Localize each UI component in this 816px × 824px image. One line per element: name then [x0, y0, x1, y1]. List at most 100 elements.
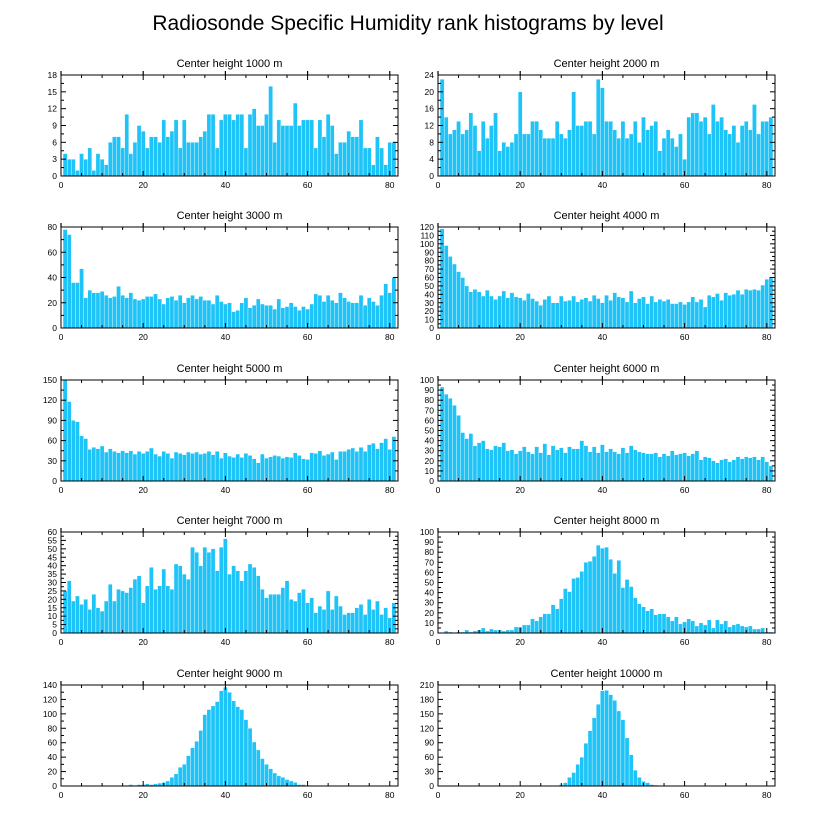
histogram-bar — [583, 445, 589, 482]
histogram-bar — [546, 613, 552, 634]
histogram-bar — [256, 462, 261, 482]
histogram-bar — [690, 620, 696, 634]
histogram-bar — [161, 451, 166, 482]
histogram-bar — [87, 289, 92, 329]
histogram-bar — [756, 628, 761, 634]
histogram-bar — [190, 295, 195, 329]
histogram-bar — [280, 587, 286, 634]
histogram-bar — [371, 164, 376, 177]
histogram-bar — [670, 137, 675, 177]
histogram-bar — [480, 627, 486, 634]
histogram-bar — [391, 436, 397, 482]
histogram-bar — [497, 295, 502, 329]
histogram-bar — [489, 295, 494, 329]
y-tick-label: 35 — [48, 569, 58, 579]
histogram-bar — [194, 552, 199, 634]
histogram-bar — [116, 589, 121, 634]
histogram-bar — [583, 562, 589, 634]
histogram-bar — [460, 432, 465, 482]
histogram-bar — [550, 445, 556, 482]
histogram-bar — [247, 728, 253, 787]
histogram-bar — [620, 587, 626, 634]
y-tick-label: 0 — [429, 476, 434, 486]
y-tick-label: 0 — [429, 323, 434, 333]
histogram-bar — [276, 775, 282, 787]
y-tick-label: 80 — [48, 723, 58, 733]
histogram-bar — [596, 544, 601, 634]
histogram-bar — [71, 158, 76, 177]
histogram-bar — [501, 442, 506, 482]
histogram-bar — [243, 719, 249, 787]
histogram-bar — [698, 622, 704, 634]
histogram-bar — [383, 283, 388, 329]
histogram-bar — [91, 292, 97, 329]
histogram-bar — [247, 563, 253, 634]
histogram-bar — [509, 142, 515, 177]
histogram-bar — [239, 457, 245, 482]
histogram-bar — [264, 305, 269, 329]
x-tick-label: 40 — [221, 790, 231, 800]
histogram-bar — [297, 125, 302, 177]
histogram-bar — [559, 133, 564, 177]
x-tick-label: 60 — [303, 332, 313, 342]
y-tick-label: 100 — [420, 375, 434, 385]
histogram-bar — [649, 295, 654, 329]
histogram-bar — [468, 291, 474, 329]
histogram-bar — [83, 599, 88, 634]
histogram-bar — [604, 295, 609, 329]
histogram-bar — [198, 730, 203, 787]
y-tick-label: 140 — [43, 680, 57, 690]
histogram-bar — [284, 306, 290, 329]
x-tick-label: 20 — [515, 790, 525, 800]
histogram-bar — [317, 450, 323, 482]
histogram-bar — [136, 125, 142, 177]
histogram-bar — [177, 767, 183, 787]
histogram-bar — [616, 710, 622, 787]
histogram-bar — [448, 398, 453, 482]
histogram-bar — [173, 563, 179, 634]
histogram-bar — [219, 457, 224, 482]
histogram-bar — [235, 310, 240, 329]
y-tick-label: 60 — [48, 436, 58, 446]
x-tick-label: 0 — [59, 332, 64, 342]
histogram-bar — [264, 764, 269, 787]
histogram-panel: Center height 10000 m 0 20 40 60 80 0 30 60 90 120… — [420, 668, 776, 800]
histogram-bar — [674, 454, 679, 482]
x-tick-label: 40 — [221, 485, 231, 495]
histogram-bar — [727, 133, 733, 177]
x-tick-label: 80 — [385, 637, 395, 647]
histogram-bar — [670, 303, 675, 329]
histogram-bar — [169, 130, 175, 177]
histogram-bar — [513, 133, 519, 177]
histogram-bar — [379, 614, 384, 634]
histogram-bar — [99, 291, 105, 329]
histogram-bar — [247, 455, 253, 482]
histogram-bar — [715, 619, 720, 634]
histogram-bar — [165, 297, 171, 329]
y-tick-label: 40 — [48, 273, 58, 283]
histogram-bar — [260, 125, 265, 177]
x-tick-label: 40 — [598, 332, 608, 342]
histogram-bar — [346, 130, 351, 177]
histogram-bar — [604, 690, 609, 787]
histogram-bar — [325, 453, 331, 482]
histogram-bar — [661, 137, 667, 177]
histogram-bar — [350, 302, 356, 329]
histogram-bar — [674, 146, 679, 177]
panel-title: Center height 9000 m — [177, 668, 283, 680]
histogram-bar — [284, 580, 290, 634]
histogram-bar — [227, 302, 232, 329]
histogram-bar — [764, 279, 770, 329]
histogram-bar — [542, 137, 548, 177]
histogram-bar — [116, 286, 121, 329]
histogram-bar — [198, 296, 203, 329]
y-tick-label: 40 — [48, 561, 58, 571]
histogram-bar — [231, 565, 236, 634]
y-tick-label: 20 — [48, 594, 58, 604]
histogram-bar — [264, 597, 269, 634]
histogram-bar — [526, 451, 531, 482]
histogram-bar — [768, 465, 774, 482]
histogram-bar — [522, 624, 527, 634]
histogram-bar — [367, 297, 372, 329]
x-tick-label: 0 — [436, 180, 441, 190]
